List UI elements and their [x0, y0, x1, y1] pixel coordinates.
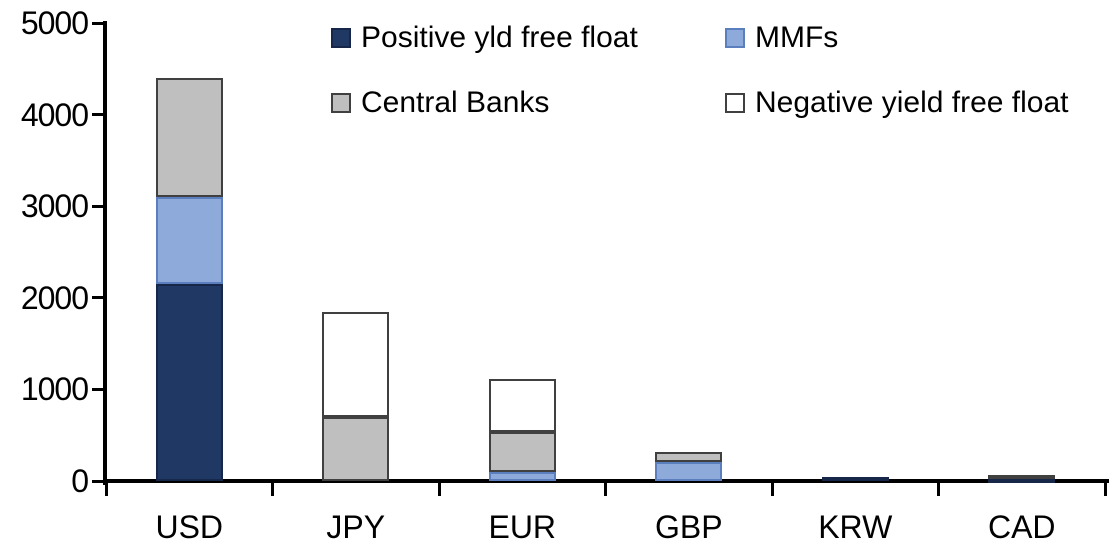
x-axis-category-label: CAD	[987, 509, 1056, 545]
bar-segment-usd-central-banks	[155, 77, 223, 198]
y-axis-tick	[92, 204, 104, 208]
x-axis-line	[103, 479, 1109, 483]
bar-segment-krw-positive-yld-free-float	[821, 477, 889, 482]
y-axis-tick	[92, 21, 104, 25]
y-axis-tick-label: 0	[71, 463, 89, 499]
bar-segment-cad-positive-yld-free-float	[988, 479, 1056, 484]
x-axis-tick	[271, 483, 274, 496]
x-axis-tick	[104, 483, 108, 496]
bar-segment-eur-central-banks	[488, 431, 556, 472]
y-axis-tick-label: 5000	[20, 5, 89, 41]
bar-segment-eur-negative-yield-free-float	[488, 379, 556, 432]
x-axis-category-label: GBP	[654, 509, 723, 545]
bar-segment-gbp-mmfs	[655, 461, 723, 481]
bar-segment-jpy-central-banks	[322, 416, 390, 481]
y-axis-tick-label: 3000	[20, 188, 89, 225]
x-axis-tick	[1103, 483, 1107, 496]
y-axis-tick	[92, 296, 104, 300]
bar-segment-cad-central-banks	[988, 475, 1056, 480]
x-axis-category-label: JPY	[326, 509, 386, 545]
y-axis-line	[103, 21, 107, 485]
x-axis-tick	[604, 483, 607, 496]
bar-segment-eur-mmfs	[488, 471, 556, 481]
bar-segment-usd-positive-yld-free-float	[155, 284, 223, 481]
y-axis-tick	[92, 387, 104, 391]
x-axis-category-label: KRW	[818, 509, 893, 545]
x-axis-tick	[437, 483, 441, 496]
y-axis-tick-label: 2000	[20, 279, 89, 316]
x-axis-category-label: USD	[155, 509, 224, 545]
x-axis-category-label: EUR	[488, 509, 557, 545]
y-axis-tick	[92, 113, 104, 117]
y-axis-tick-label: 1000	[20, 371, 89, 408]
bar-segment-usd-mmfs	[155, 197, 223, 285]
y-axis-tick-label: 4000	[20, 96, 89, 133]
bar-segment-jpy-negative-yield-free-float	[322, 311, 390, 417]
bar-segment-gbp-central-banks	[655, 451, 723, 462]
y-axis-tick	[92, 479, 104, 483]
x-axis-tick	[770, 483, 774, 496]
x-axis-tick	[937, 483, 940, 496]
